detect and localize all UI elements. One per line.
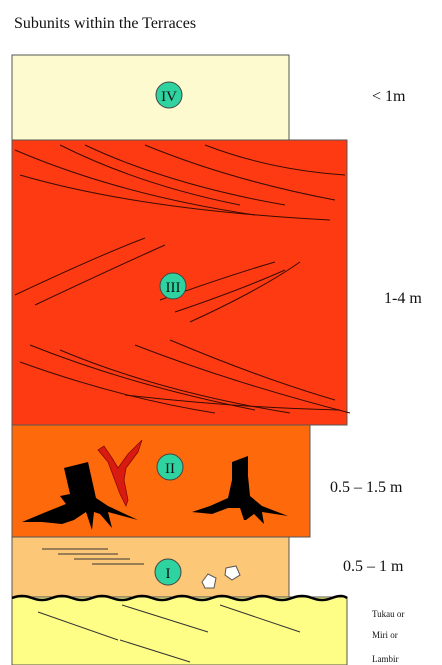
unit-iv-badge-label: IV <box>161 89 177 105</box>
unit-iv-layer <box>11 54 290 141</box>
unit-i: I 0.5 – 1 m <box>11 536 404 598</box>
unit-iv-badge <box>155 81 183 109</box>
unit-ii-badge-label: II <box>165 461 175 477</box>
tree-stump-icon <box>192 456 288 524</box>
unit-iii: III 1-4 m <box>11 139 422 426</box>
unit-iii-thickness: 1-4 m <box>384 290 422 307</box>
pebble-icon <box>201 565 241 589</box>
base-unit-layer <box>11 596 348 665</box>
unit-i-layer <box>11 536 290 598</box>
unit-iv: IV < 1m <box>11 54 406 141</box>
unit-iii-badge-label: III <box>166 280 181 296</box>
unit-ii: II 0.5 – 1.5 m <box>11 424 403 538</box>
unit-i-thickness: 0.5 – 1 m <box>343 558 404 575</box>
base-unit-label-line-3: Lambir <box>372 654 399 664</box>
tree-stump-icon <box>22 462 138 530</box>
unit-i-badge-label: I <box>166 566 171 582</box>
bedding-lines-icon <box>37 604 301 663</box>
unconformity-line <box>11 594 348 602</box>
unit-iii-badge <box>159 272 187 300</box>
unit-i-badge <box>154 558 182 586</box>
base-unit-label-line-2: Miri or <box>372 630 398 640</box>
unit-ii-thickness: 0.5 – 1.5 m <box>330 479 403 496</box>
diagram-title: Subunits within the Terraces <box>14 15 196 32</box>
lamination-lines-icon <box>42 548 144 565</box>
root-trace-icon <box>97 439 143 508</box>
base-unit-label-line-1: Tukau or <box>372 609 404 619</box>
unit-ii-badge <box>156 453 184 481</box>
base-unit: Tukau or Miri or Lambir <box>11 594 404 665</box>
unit-iv-thickness: < 1m <box>372 88 406 105</box>
